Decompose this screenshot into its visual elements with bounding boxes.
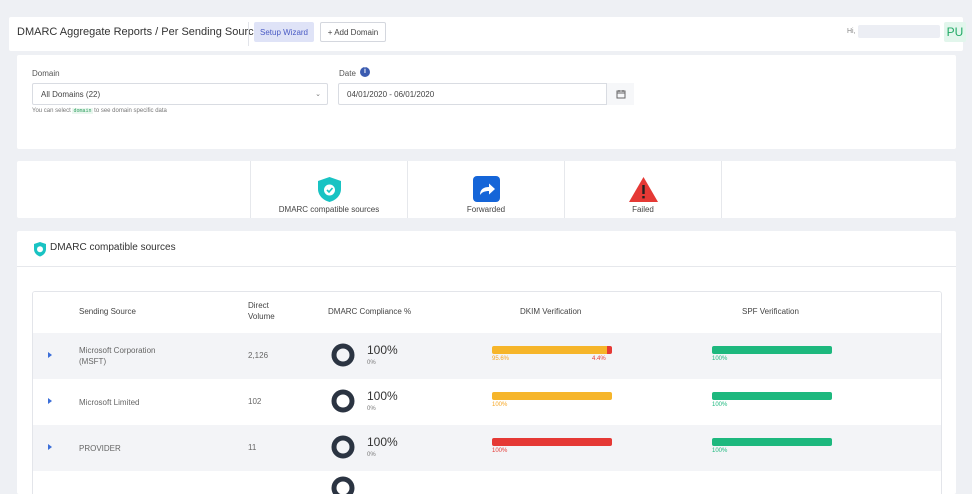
date-range-input[interactable]: 04/01/2020 - 06/01/2020 — [338, 83, 634, 105]
spf-bar-pass — [712, 346, 832, 354]
dkim-bar-pass — [492, 346, 607, 354]
table-row[interactable]: Microsoft Corporation (MSFT) 2,126 100% … — [33, 333, 941, 379]
hint-prefix: You can select — [32, 108, 71, 114]
category-dmarc-compatible[interactable]: DMARC compatible sources — [250, 161, 407, 218]
add-domain-button[interactable]: + Add Domain — [320, 22, 386, 42]
dkim-bar — [492, 392, 612, 400]
domain-select-value: All Domains (22) — [41, 90, 101, 99]
dkim-fail-label: 4.4% — [592, 356, 606, 362]
shield-check-icon — [34, 242, 46, 257]
dkim-fail-label: 100% — [492, 448, 508, 454]
compliance-value: 100% — [367, 435, 398, 449]
dkim-bar — [492, 438, 612, 446]
hint-code: domain — [72, 108, 93, 114]
date-range-value: 04/01/2020 - 06/01/2020 — [347, 90, 435, 99]
spf-pass-label: 100% — [712, 356, 728, 362]
spf-bar — [712, 392, 832, 400]
dkim-bar-fail — [492, 438, 612, 446]
user-name-redacted — [858, 25, 940, 38]
table-header: Sending Source Direct Volume DMARC Compl… — [33, 292, 941, 333]
category-panel: DMARC compatible sources Forwarded Faile… — [17, 161, 956, 218]
setup-wizard-button[interactable]: Setup Wizard — [254, 22, 314, 42]
header-volume-line2: Volume — [248, 312, 275, 321]
chevron-down-icon: ⌄ — [315, 91, 321, 98]
section-title: DMARC compatible sources — [50, 242, 176, 253]
expand-arrow-icon[interactable] — [48, 444, 52, 450]
compliance-value: 100% — [367, 389, 398, 403]
compliance-donut — [331, 435, 355, 459]
table-row[interactable]: PROVIDER 11 100% 0% 100% 100% — [33, 425, 941, 471]
compliance-sub: 0% — [367, 406, 376, 412]
source-name: Microsoft Corporation — [79, 346, 156, 355]
source-name: PROVIDER — [79, 444, 121, 453]
direct-volume: 11 — [248, 443, 257, 452]
dkim-pass-label: 100% — [492, 402, 508, 408]
header-compliance: DMARC Compliance % — [328, 307, 412, 316]
domain-hint: You can select domain to see domain spec… — [32, 108, 167, 114]
header-dkim: DKIM Verification — [520, 307, 582, 316]
compliance-donut — [331, 343, 355, 367]
compliance-sub: 0% — [367, 452, 376, 458]
category-label: Forwarded — [466, 205, 506, 214]
spf-bar-pass — [712, 438, 832, 446]
dkim-pass-label: 95.6% — [492, 356, 510, 362]
source-name-line2: (MSFT) — [79, 357, 107, 366]
shield-check-icon — [318, 177, 341, 202]
filter-panel: Domain All Domains (22) ⌄ You can select… — [17, 55, 956, 149]
header-spf: SPF Verification — [742, 307, 799, 316]
spf-bar — [712, 346, 832, 354]
category-empty — [721, 161, 878, 218]
compliance-sub: 0% — [367, 360, 376, 366]
compliance-donut — [331, 476, 355, 494]
divider — [248, 22, 249, 46]
direct-volume: 102 — [248, 397, 262, 406]
info-icon[interactable]: i — [360, 67, 370, 77]
spf-pass-label: 100% — [712, 402, 728, 408]
domain-label: Domain — [32, 69, 60, 78]
category-label: Failed — [632, 205, 654, 214]
hint-suffix: to see domain specific data — [94, 108, 167, 114]
category-label: DMARC compatible sources — [278, 205, 380, 214]
table-row[interactable] — [33, 471, 941, 494]
top-bar: DMARC Aggregate Reports / Per Sending So… — [9, 17, 966, 51]
table-row[interactable]: Microsoft Limited 102 100% 0% 100% 100% — [33, 379, 941, 425]
calendar-icon — [616, 90, 626, 99]
greeting-label: Hi, — [847, 28, 856, 35]
calendar-button[interactable] — [606, 83, 634, 105]
domain-select[interactable]: All Domains (22) ⌄ — [32, 83, 328, 105]
dkim-bar-pass — [492, 392, 612, 400]
spf-pass-label: 100% — [712, 448, 728, 454]
page-title: DMARC Aggregate Reports / Per Sending So… — [17, 26, 260, 38]
header-source: Sending Source — [79, 307, 136, 316]
dkim-bar-fail — [606, 346, 612, 354]
header-volume-line1: Direct — [248, 301, 269, 310]
avatar[interactable]: PU — [944, 22, 966, 42]
category-forwarded[interactable]: Forwarded — [407, 161, 564, 218]
date-label: Date — [339, 69, 356, 78]
warning-triangle-icon — [629, 177, 658, 202]
spf-bar — [712, 438, 832, 446]
expand-arrow-icon[interactable] — [48, 352, 52, 358]
dkim-bar — [492, 346, 612, 354]
forward-arrow-icon — [473, 176, 500, 202]
spf-bar-pass — [712, 392, 832, 400]
direct-volume: 2,126 — [248, 351, 269, 360]
source-name: Microsoft Limited — [79, 398, 140, 407]
compliance-donut — [331, 389, 355, 413]
compliance-value: 100% — [367, 343, 398, 357]
expand-arrow-icon[interactable] — [48, 398, 52, 404]
sources-table: Sending Source Direct Volume DMARC Compl… — [32, 291, 942, 494]
sources-header: DMARC compatible sources — [17, 231, 956, 267]
sources-panel: DMARC compatible sources Sending Source … — [17, 231, 956, 494]
category-failed[interactable]: Failed — [564, 161, 721, 218]
